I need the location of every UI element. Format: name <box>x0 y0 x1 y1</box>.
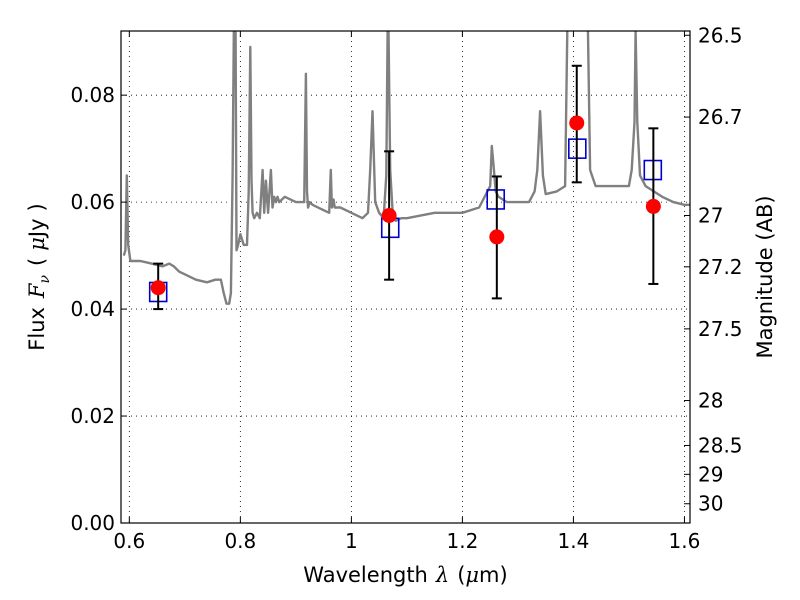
model-square-2 <box>486 189 506 210</box>
x-tick-label-2: 1 <box>345 529 358 553</box>
y2-tick-label-1: 26.7 <box>698 105 743 129</box>
plot-frame <box>120 30 691 524</box>
plot-area <box>122 31 690 311</box>
observed-point-0 <box>150 280 166 296</box>
observed-point-4 <box>645 198 661 214</box>
y-tick-label-0: 0.00 <box>70 511 115 535</box>
y2-tick-label-2: 27 <box>698 204 723 228</box>
x-tick-label-4: 1.4 <box>558 529 590 553</box>
x-axis-label: Wavelength λ (μm) <box>303 563 507 587</box>
x-tick-label-5: 1.6 <box>669 529 701 553</box>
grid-lines <box>121 31 690 524</box>
x-tick-label-0: 0.6 <box>113 529 145 553</box>
observed-point-1 <box>381 208 397 223</box>
x-tick-label-1: 0.8 <box>224 529 256 553</box>
y2-tick-label-4: 27.5 <box>698 317 743 341</box>
observed-point-2 <box>489 229 505 245</box>
plot-background <box>121 31 690 523</box>
observed-point-3 <box>569 115 585 131</box>
y2-tick-label-6: 28.5 <box>698 433 743 457</box>
y2-axis-label: Magnitude (AB) <box>753 195 777 358</box>
spectrum-line <box>122 31 690 305</box>
y-axis-label: FluxFν(μJy) <box>25 203 53 350</box>
y-tick-label-1: 0.02 <box>70 404 115 428</box>
axis-ticks: 0.6 0.8 1 1.2 1.4 1.6 0.00 0.02 0.04 0.06 0.08 26.5… <box>70 23 742 553</box>
y2-tick-label-0: 26.5 <box>698 23 743 47</box>
y2-tick-label-5: 28 <box>698 389 723 413</box>
y2-tick-label-7: 29 <box>698 462 723 486</box>
y-tick-label-3: 0.06 <box>70 190 115 214</box>
y2-tick-label-8: 30 <box>698 492 723 516</box>
y-tick-label-4: 0.08 <box>70 83 115 107</box>
x-tick-label-3: 1.2 <box>446 529 478 553</box>
y-tick-label-2: 0.04 <box>70 297 115 321</box>
y2-tick-label-3: 27.2 <box>698 255 743 279</box>
